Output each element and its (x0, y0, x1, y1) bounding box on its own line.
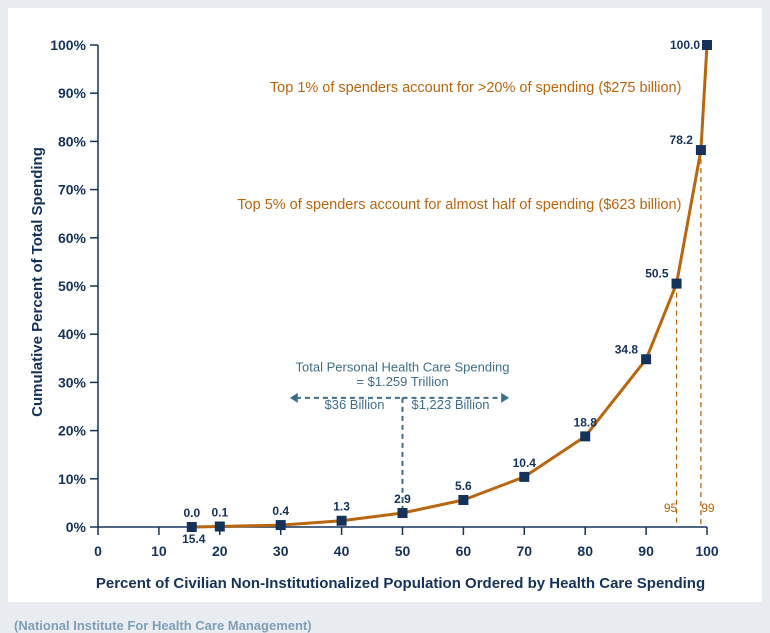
x-tick-label: 70 (517, 543, 533, 559)
x-start-label: 15.4 (182, 532, 206, 546)
x-tick-label: 0 (94, 543, 102, 559)
chart-svg: 0% 10% 20% 30% 40% 50% 60% 70% 80% 90% 100% 0 10 20 3… (29, 37, 719, 592)
y-tick-label: 80% (58, 133, 87, 149)
percentile-label: 99 (701, 501, 715, 515)
x-tick-label: 40 (334, 543, 350, 559)
y-axis-title: Cumulative Percent of Total Spending (29, 147, 46, 417)
y-tick-label: 100% (50, 37, 86, 53)
data-label: 50.5 (645, 267, 669, 281)
data-label: 1.3 (333, 500, 350, 514)
data-point (702, 40, 712, 50)
y-ticks: 0% 10% 20% 30% 40% 50% 60% 70% 80% 90% 100% (50, 37, 98, 535)
data-point (641, 354, 652, 365)
data-point (186, 522, 197, 532)
total-spending-line2: = $1.259 Trillion (356, 374, 448, 389)
percentile-label: 95 (664, 501, 678, 515)
data-point (275, 520, 286, 531)
data-point (519, 471, 530, 482)
data-point (458, 495, 469, 506)
x-tick-label: 90 (638, 543, 654, 559)
spending-above-median: $1,223 Billion (411, 397, 489, 412)
x-tick-label: 20 (212, 543, 228, 559)
spending-below-median: $36 Billion (325, 397, 385, 412)
data-point (580, 431, 591, 442)
data-label: 100.0 (670, 38, 700, 52)
total-spending-line1: Total Personal Health Care Spending (296, 359, 510, 374)
percentile-markers: 95 99 (664, 150, 715, 527)
data-label: 0.1 (211, 506, 228, 520)
y-tick-label: 50% (58, 278, 87, 294)
data-label: 78.2 (670, 133, 694, 147)
y-tick-label: 10% (58, 471, 87, 487)
chart-panel: 0% 10% 20% 30% 40% 50% 60% 70% 80% 90% 100% 0 10 20 3… (8, 8, 762, 633)
source-caption: (National Institute For Health Care Mana… (14, 618, 312, 633)
total-spending-note: Total Personal Health Care Spending = $1… (289, 359, 510, 509)
series: 0.0 0.1 0.4 1.3 2.9 5.6 10.4 18.8 34.8 50.5 78.2 10… (183, 38, 712, 532)
x-tick-label: 60 (456, 543, 472, 559)
arrow-right-icon (501, 392, 510, 403)
y-tick-label: 60% (58, 230, 87, 246)
y-tick-label: 40% (58, 326, 87, 342)
x-tick-label: 100 (695, 543, 719, 559)
data-label: 34.8 (615, 342, 639, 356)
y-tick-label: 0% (66, 519, 87, 535)
data-label: 5.6 (455, 479, 472, 493)
x-tick-label: 80 (577, 543, 593, 559)
y-tick-label: 20% (58, 423, 87, 439)
top-1-percent-annotation: Top 1% of spenders account for >20% of s… (270, 80, 682, 96)
x-tick-label: 50 (395, 543, 411, 559)
x-axis-title: Percent of Civilian Non-Institutionalize… (96, 575, 705, 592)
x-tick-label: 30 (273, 543, 289, 559)
data-label: 18.8 (574, 415, 598, 429)
series-line (191, 44, 709, 529)
data-point (214, 521, 225, 532)
data-point (336, 515, 347, 526)
y-tick-label: 30% (58, 374, 87, 390)
x-ticks: 0 10 20 30 40 50 60 70 80 90 100 (94, 527, 719, 559)
arrow-left-icon (289, 392, 298, 403)
data-label: 10.4 (513, 456, 537, 470)
data-label: 0.0 (183, 506, 200, 520)
y-tick-label: 70% (58, 182, 87, 198)
data-point (397, 508, 408, 519)
top-5-percent-annotation: Top 5% of spenders account for almost ha… (237, 197, 681, 213)
data-point (695, 145, 706, 156)
data-point (671, 278, 682, 289)
data-label: 2.9 (394, 492, 411, 506)
x-tick-label: 10 (151, 543, 167, 559)
data-label: 0.4 (272, 504, 289, 518)
y-tick-label: 90% (58, 85, 87, 101)
